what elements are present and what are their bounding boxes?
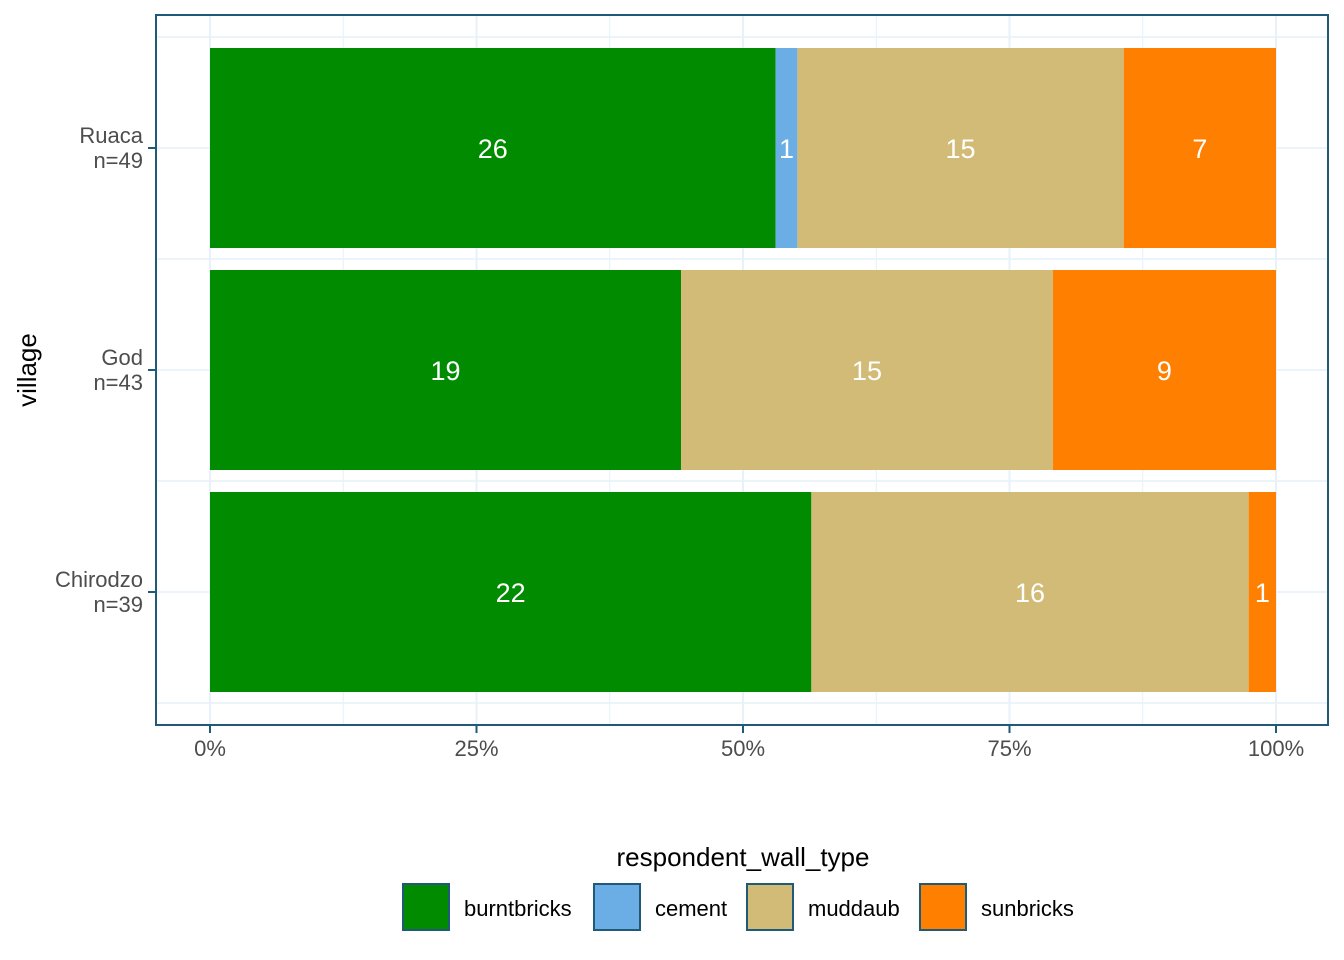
legend-swatch-cement xyxy=(593,883,641,931)
bar-segments xyxy=(210,48,1276,692)
data-label-ruaca-cement: 1 xyxy=(779,134,794,164)
legend-label-sunbricks: sunbricks xyxy=(981,896,1074,921)
data-label-god-burntbricks: 19 xyxy=(430,356,460,386)
legend-swatch-burntbricks xyxy=(402,883,450,931)
data-label-ruaca-burntbricks: 26 xyxy=(478,134,508,164)
y-tick-label-ruaca: Ruaca xyxy=(79,123,143,148)
legend-label-muddaub: muddaub xyxy=(808,896,900,921)
y-tick-count-ruaca: n=49 xyxy=(93,148,143,173)
x-tick-label: 50% xyxy=(721,736,765,761)
x-tick-label: 0% xyxy=(194,736,226,761)
legend-label-burntbricks: burntbricks xyxy=(464,896,572,921)
bar-ruaca-cement xyxy=(775,48,798,248)
y-tick-label-chirodzo: Chirodzo xyxy=(55,567,143,592)
bar-god-burntbricks xyxy=(210,270,682,470)
legend-items: burntbricks cement muddaub sunbricks xyxy=(402,883,1074,931)
y-axis-title: village xyxy=(12,333,42,407)
data-label-chirodzo-burntbricks: 22 xyxy=(496,578,526,608)
data-label-ruaca-sunbricks: 7 xyxy=(1192,134,1207,164)
data-label-ruaca-muddaub: 15 xyxy=(946,134,976,164)
x-tick-label: 100% xyxy=(1248,736,1304,761)
segment-labels: 26 1 15 7 19 15 9 22 16 1 xyxy=(430,134,1269,608)
legend-title: respondent_wall_type xyxy=(617,842,870,872)
x-tick-label: 75% xyxy=(987,736,1031,761)
legend-swatch-muddaub xyxy=(746,883,794,931)
bar-ruaca-burntbricks xyxy=(210,48,776,248)
legend-label-cement: cement xyxy=(655,896,727,921)
data-label-chirodzo-sunbricks: 1 xyxy=(1255,578,1270,608)
x-axis: 0% 25% 50% 75% 100% xyxy=(194,725,1304,761)
bar-god-sunbricks xyxy=(1052,270,1276,470)
bar-chirodzo-sunbricks xyxy=(1248,492,1276,692)
bar-ruaca-muddaub xyxy=(797,48,1124,248)
data-label-god-muddaub: 15 xyxy=(852,356,882,386)
data-label-god-sunbricks: 9 xyxy=(1157,356,1172,386)
bar-chirodzo-burntbricks xyxy=(210,492,812,692)
bar-ruaca-sunbricks xyxy=(1123,48,1276,248)
y-tick-count-chirodzo: n=39 xyxy=(93,592,143,617)
x-tick-label: 25% xyxy=(454,736,498,761)
data-label-chirodzo-muddaub: 16 xyxy=(1015,578,1045,608)
legend: respondent_wall_type burntbricks cement mu… xyxy=(402,842,1074,931)
y-tick-count-god: n=43 xyxy=(93,370,143,395)
legend-swatch-sunbricks xyxy=(919,883,967,931)
bar-chirodzo-muddaub xyxy=(811,492,1249,692)
y-tick-label-god: God xyxy=(101,345,143,370)
bar-god-muddaub xyxy=(681,270,1053,470)
